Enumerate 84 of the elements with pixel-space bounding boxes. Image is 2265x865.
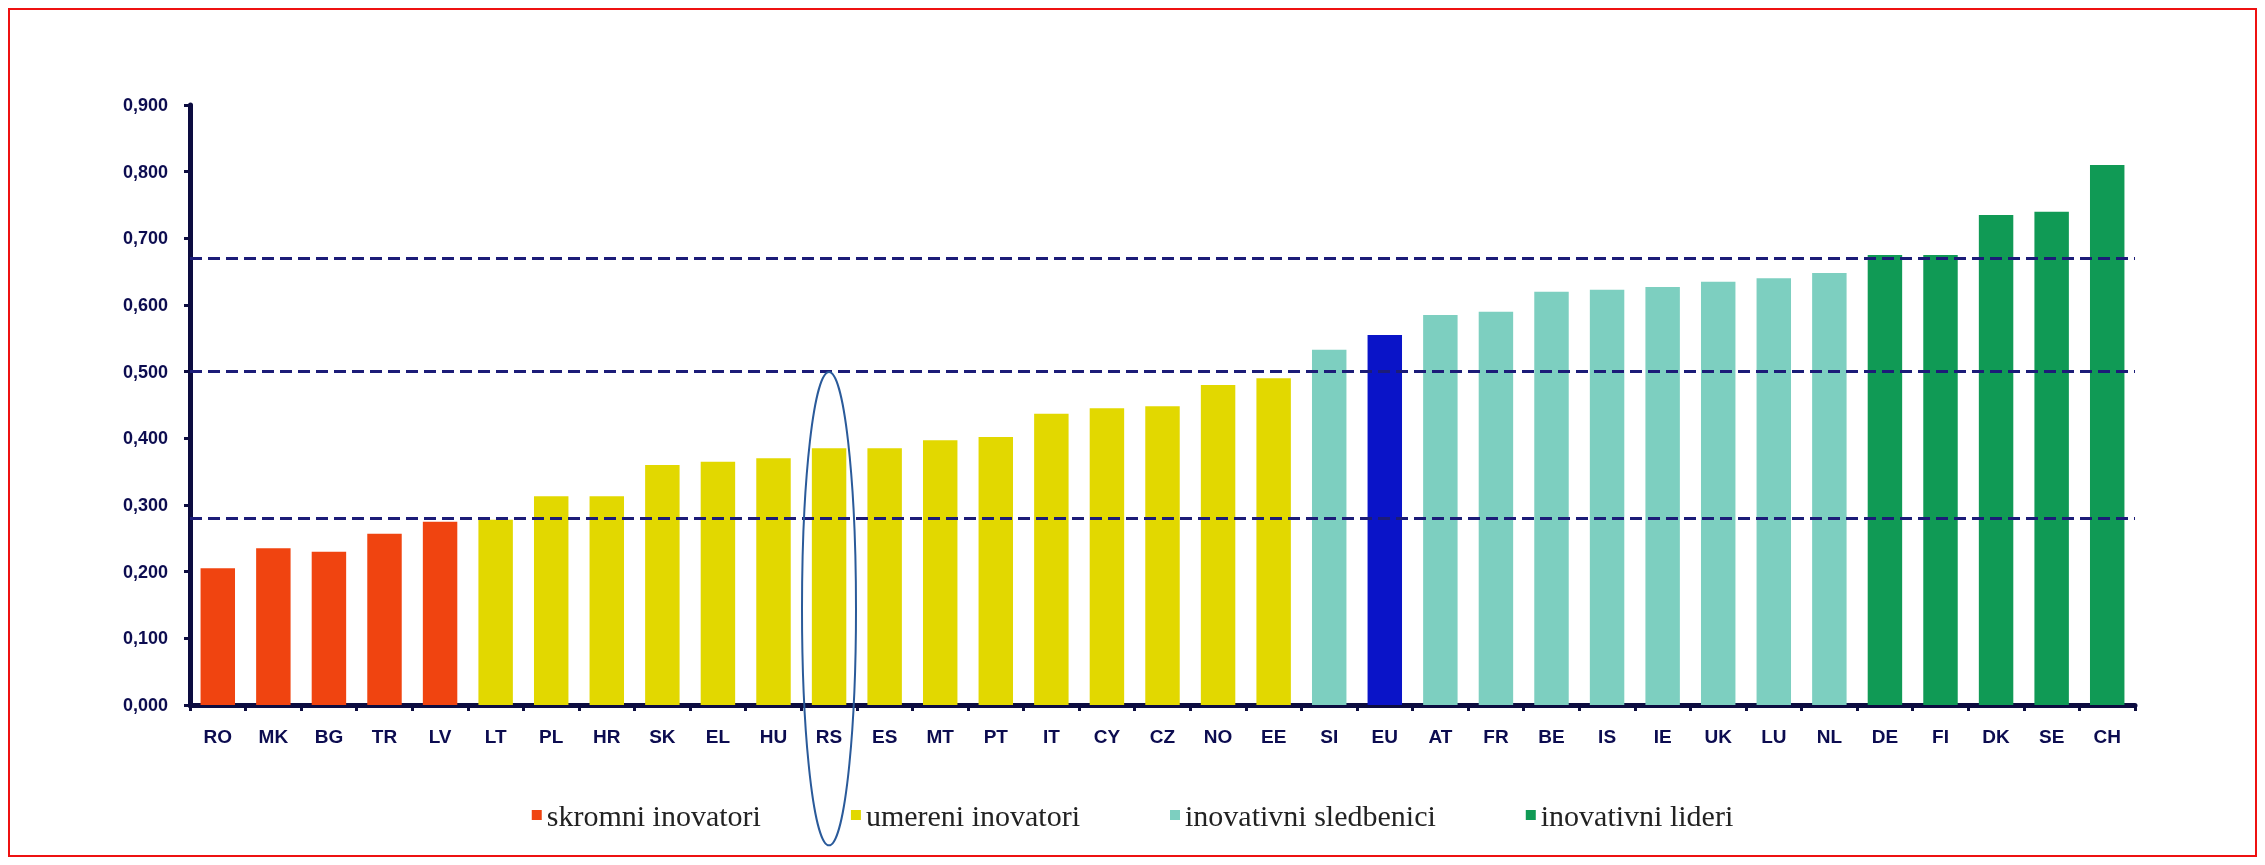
bar (1534, 291, 1569, 705)
y-tick-label: 0,600 (122, 295, 168, 315)
bar (1145, 406, 1180, 705)
bar (256, 548, 291, 705)
x-tick-label: CH (2093, 726, 2121, 747)
bar (867, 448, 902, 705)
bar (645, 465, 680, 705)
bar (756, 458, 791, 705)
x-tick-label: LV (428, 726, 452, 747)
y-tick-label: 0,800 (122, 161, 168, 182)
bar (1700, 281, 1736, 705)
bar (1311, 349, 1347, 705)
bar (1812, 273, 1847, 705)
x-tick-label: ES (871, 726, 898, 747)
x-tick-label: RO (203, 726, 233, 747)
x-tick-label: DE (1871, 726, 1899, 747)
bar (922, 440, 958, 705)
bar (2034, 211, 2069, 705)
bar (700, 461, 736, 705)
x-tick-label: BE (1538, 726, 1565, 747)
y-tick-label: 0,100 (122, 628, 168, 649)
bar (533, 496, 569, 705)
x-tick-label: IE (1653, 726, 1672, 747)
bar (1756, 278, 1792, 705)
bar (978, 437, 1014, 705)
bar (1423, 315, 1458, 705)
y-tick-label: 0,900 (122, 95, 168, 115)
x-tick-label: LT (484, 726, 507, 747)
bar (200, 568, 236, 705)
bar (478, 519, 513, 705)
legend-label: skromni inovatori (546, 798, 761, 832)
x-tick-label: IS (1598, 726, 1617, 747)
bar (1256, 378, 1291, 705)
y-tick-label: 0,000 (122, 695, 168, 715)
y-tick-label: 0,500 (122, 361, 168, 382)
bar (311, 551, 347, 705)
x-tick-label: EL (705, 726, 731, 747)
bar (1034, 413, 1069, 705)
x-tick-label: DK (1982, 726, 2011, 747)
x-tick-label: RS (815, 726, 843, 747)
bar (1200, 385, 1236, 705)
bar (1867, 255, 1903, 705)
x-tick-label: CZ (1149, 726, 1176, 747)
x-tick-label: CY (1093, 726, 1121, 747)
x-tick-label: HU (759, 726, 788, 747)
bar (589, 496, 625, 705)
x-tick-label: EE (1260, 726, 1287, 747)
bar (1978, 215, 2014, 705)
x-tick-label: PL (539, 726, 564, 747)
x-tick-label: BG (314, 726, 344, 747)
bar (367, 533, 402, 705)
x-tick-label: AT (1428, 726, 1453, 747)
y-tick-label: 0,400 (122, 428, 168, 449)
x-tick-label: SE (2038, 726, 2065, 747)
bar (1923, 255, 1958, 705)
legend-label: inovativni sledbenici (1185, 798, 1436, 832)
bar (1089, 408, 1125, 705)
x-tick-label: SI (1320, 726, 1339, 747)
bar (1589, 289, 1625, 705)
x-tick-label: NO (1203, 726, 1233, 747)
y-tick-label: 0,300 (122, 495, 168, 515)
x-tick-label: IT (1042, 726, 1061, 747)
x-tick-label: UK (1704, 726, 1733, 747)
bar (1367, 335, 1403, 705)
x-tick-label: HR (593, 726, 621, 747)
x-tick-label: SK (649, 726, 676, 747)
bar (1478, 311, 1514, 705)
legend-label: umereni inovatori (865, 798, 1081, 832)
legend-label: inovativni lideri (1540, 798, 1734, 832)
y-tick-label: 0,200 (122, 561, 168, 582)
x-tick-label: FI (1932, 726, 1949, 747)
x-tick-label: TR (371, 726, 398, 747)
x-tick-label: PT (983, 726, 1009, 747)
x-tick-label: MT (926, 726, 955, 747)
y-tick-label: 0,700 (122, 228, 168, 249)
x-tick-label: FR (1483, 726, 1509, 747)
x-tick-label: LU (1761, 726, 1787, 747)
x-tick-label: NL (1816, 726, 1843, 747)
x-tick-label: EU (1371, 726, 1398, 747)
bar (1645, 287, 1680, 705)
x-tick-label: MK (258, 726, 289, 747)
bar (2089, 165, 2125, 705)
bar (811, 448, 847, 705)
bar (422, 521, 458, 705)
